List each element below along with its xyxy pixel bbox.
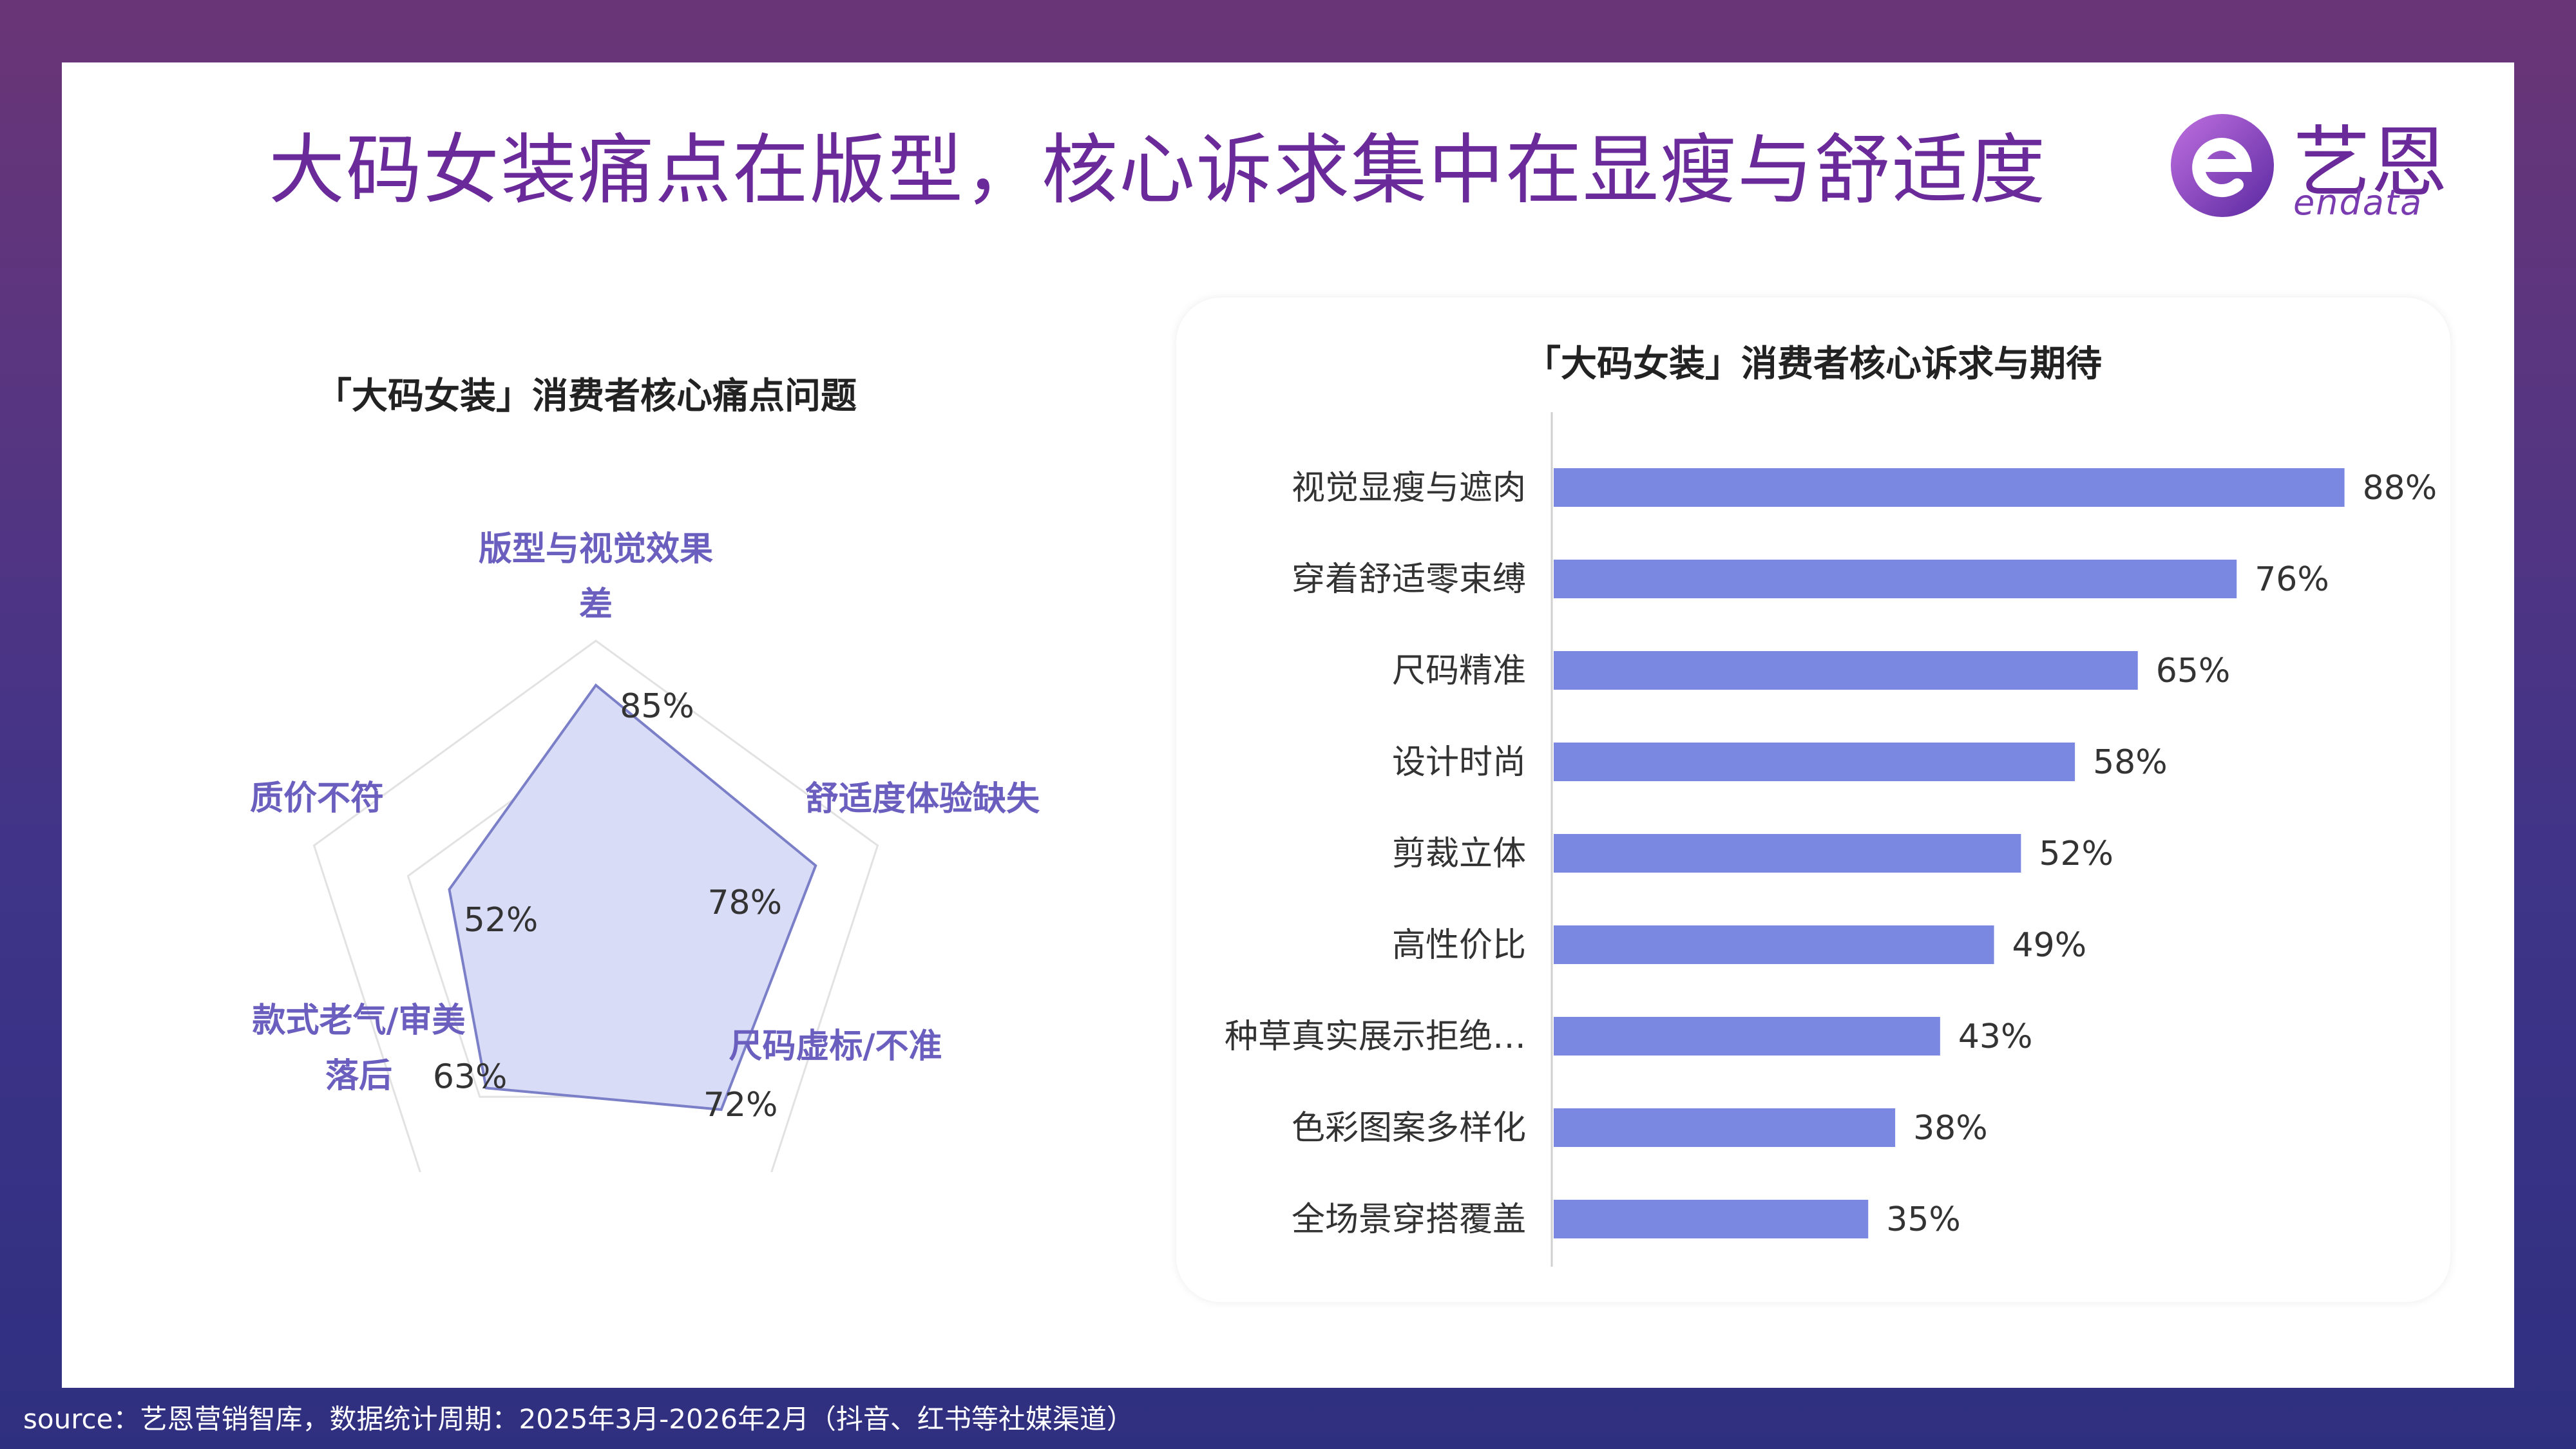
bar-value-label: 58%: [2093, 743, 2168, 782]
radar-axis-label: 尺码虚标/不准: [729, 1027, 942, 1066]
radar-value-label: 52%: [464, 901, 539, 940]
bar: [1554, 651, 2138, 690]
bar: [1554, 743, 2075, 781]
radar-value-label: 85%: [620, 687, 694, 726]
radar-axis-label: 质价不符: [250, 779, 384, 818]
bar: [1554, 1017, 1940, 1056]
bar-value-label: 65%: [2156, 652, 2231, 690]
bar-category-label: 视觉显瘦与遮肉: [1292, 469, 1526, 507]
bar-value-label: 43%: [1958, 1018, 2033, 1056]
bar-category-label: 穿着舒适零束缚: [1292, 560, 1526, 599]
endata-logo: 艺恩 endata: [2161, 106, 2457, 223]
endata-logo-icon: [2171, 114, 2274, 217]
bar-chart-panel: 「大码女装」消费者核心诉求与期待 视觉显瘦与遮肉 88% 穿着舒适零束缚 76% 尺码精…: [1176, 298, 2450, 1302]
bar-value-label: 38%: [1913, 1109, 1988, 1148]
radar-axis-label: 版型与视觉效果差: [479, 530, 713, 624]
bar-chart: 视觉显瘦与遮肉 88% 穿着舒适零束缚 76% 尺码精准 65% 设计时尚 58% 剪裁立体 52…: [1225, 412, 2438, 1267]
radar-grid-ring: [312, 639, 879, 1172]
bar-category-label: 尺码精准: [1392, 652, 1526, 690]
bar-category-label: 设计时尚: [1392, 743, 1526, 782]
bar: [1554, 1200, 1869, 1238]
bar-category-label: 种草真实展示拒绝…: [1225, 1018, 1526, 1056]
bar-category-label: 色彩图案多样化: [1292, 1109, 1526, 1148]
radar-value-label: 63%: [433, 1057, 508, 1096]
bar-category-label: 全场景穿搭覆盖: [1292, 1200, 1526, 1239]
source-note: source：艺恩营销智库，数据统计周期：2025年3月-2026年2月（抖音、…: [23, 1403, 1134, 1435]
bar-chart-title: 「大码女装」消费者核心诉求与期待: [1525, 343, 2102, 385]
radar-axis-label: 款式老气/审美落后: [253, 1001, 466, 1095]
radar-series-area: [448, 683, 817, 1112]
bar: [1554, 834, 2021, 873]
radar-chart-title: 「大码女装」消费者核心痛点问题: [316, 375, 857, 417]
bar-value-label: 52%: [2039, 835, 2113, 873]
page-title: 大码女装痛点在版型，核心诉求集中在显瘦与舒适度: [269, 126, 2047, 214]
bar-value-label: 49%: [2012, 926, 2087, 965]
logo-text-en: endata: [2293, 182, 2423, 223]
bar-value-label: 76%: [2255, 560, 2329, 599]
bar-category-label: 剪裁立体: [1392, 835, 1526, 873]
bar: [1554, 468, 2345, 507]
bar-value-label: 88%: [2363, 469, 2438, 507]
bar: [1554, 1108, 1896, 1147]
bar: [1554, 560, 2237, 598]
logo-text-cn: 艺恩: [2293, 118, 2448, 208]
bar-category-label: 高性价比: [1392, 926, 1526, 965]
bar: [1554, 925, 1994, 964]
bar-value-label: 35%: [1886, 1200, 1961, 1239]
radar-axis-label: 舒适度体验缺失: [805, 780, 1040, 819]
radar-value-label: 78%: [707, 884, 782, 922]
radar-value-label: 72%: [703, 1086, 778, 1124]
